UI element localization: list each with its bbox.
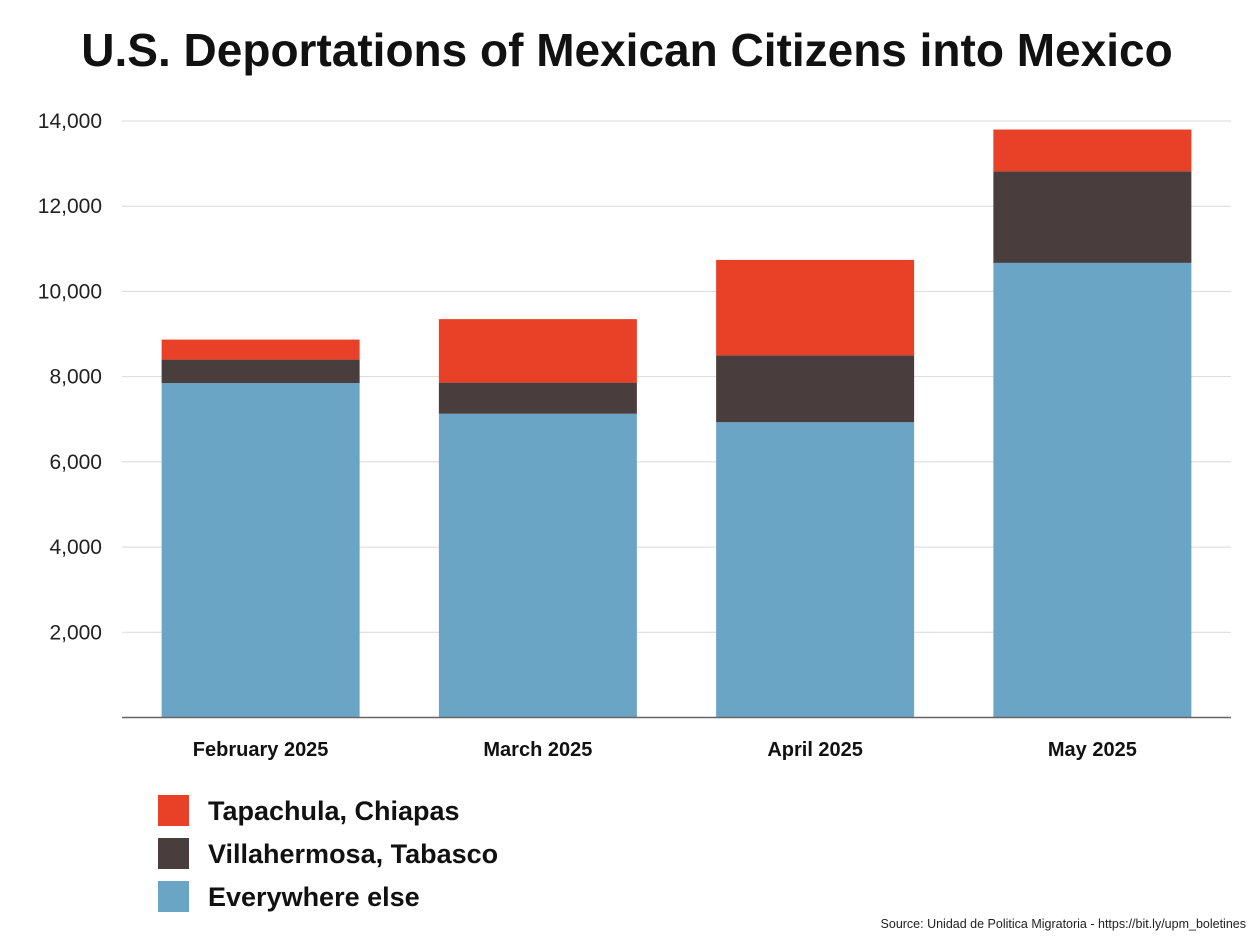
bar-segment [716, 422, 915, 718]
legend-swatch [158, 881, 189, 912]
source-note: Source: Unidad de Politica Migratoria - … [881, 917, 1246, 931]
y-tick-label: 10,000 [38, 280, 102, 303]
bar-segment [438, 413, 637, 718]
chart-title: U.S. Deportations of Mexican Citizens in… [81, 24, 1172, 76]
y-tick-label: 6,000 [49, 451, 102, 474]
bar-segment [438, 382, 637, 414]
legend-swatch [158, 838, 189, 869]
bar-segment [438, 319, 637, 383]
legend-label: Everywhere else [208, 882, 420, 912]
x-tick-label: March 2025 [483, 739, 592, 761]
x-tick-label: April 2025 [767, 739, 863, 761]
y-tick-label: 4,000 [49, 536, 102, 559]
legend-label: Tapachula, Chiapas [208, 796, 460, 826]
legend-label: Villahermosa, Tabasco [208, 839, 498, 869]
bar-segment [161, 383, 360, 718]
y-tick-label: 12,000 [38, 195, 102, 218]
y-axis: 2,000 4,000 6,000 8,000 10,000 12,000 14,000 [38, 110, 102, 644]
x-axis: February 2025 March 2025 April 2025 May 202… [193, 739, 1137, 761]
bar-segment [993, 129, 1192, 172]
bar-segment [161, 339, 360, 360]
legend-swatch [158, 795, 189, 826]
bar-segment [993, 171, 1192, 263]
x-tick-label: May 2025 [1048, 739, 1137, 761]
y-tick-label: 14,000 [38, 110, 102, 133]
bar-segment [716, 259, 915, 356]
legend: Tapachula, Chiapas Villahermosa, Tabasco E… [158, 795, 498, 912]
x-tick-label: February 2025 [193, 739, 329, 761]
bar-segment [716, 355, 915, 423]
y-tick-label: 8,000 [49, 366, 102, 389]
bar-segment [993, 262, 1192, 718]
y-tick-label: 2,000 [49, 621, 102, 644]
bar-segment [161, 359, 360, 384]
bars [161, 129, 1192, 718]
